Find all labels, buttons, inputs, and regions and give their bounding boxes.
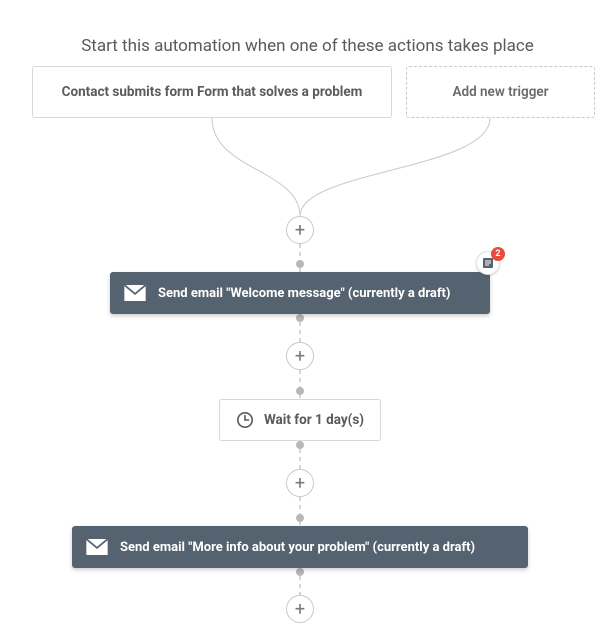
add-step-button[interactable]: + — [286, 342, 314, 370]
plus-icon: + — [295, 346, 305, 367]
trigger-row: Contact submits form Form that solves a … — [32, 66, 595, 118]
connector-dot — [296, 260, 304, 268]
trigger-box[interactable]: Contact submits form Form that solves a … — [32, 66, 392, 118]
plus-icon: + — [295, 599, 305, 620]
automation-canvas: Start this automation when one of these … — [0, 0, 615, 628]
trigger-label: Contact submits form Form that solves a … — [62, 84, 363, 100]
step-label: Send email "More info about your problem… — [120, 540, 475, 555]
connector-dot — [296, 568, 304, 576]
email-icon — [124, 285, 146, 301]
add-trigger-button[interactable]: Add new trigger — [406, 66, 595, 118]
connector-dot — [296, 441, 304, 449]
notes-count: 2 — [491, 247, 505, 261]
step-label: Send email "Welcome message" (currently … — [158, 286, 451, 301]
add-step-button[interactable]: + — [286, 216, 314, 244]
page-title: Start this automation when one of these … — [0, 36, 615, 56]
step-label: Wait for 1 day(s) — [264, 412, 364, 428]
clock-icon — [236, 411, 254, 429]
step-send-email[interactable]: Send email "More info about your problem… — [72, 526, 528, 568]
add-step-button[interactable]: + — [286, 469, 314, 497]
connector-dot — [296, 387, 304, 395]
step-wait[interactable]: Wait for 1 day(s) — [219, 399, 381, 441]
step-send-email[interactable]: Send email "Welcome message" (currently … — [110, 272, 490, 314]
add-trigger-label: Add new trigger — [452, 84, 548, 100]
add-step-button[interactable]: + — [286, 595, 314, 623]
email-icon — [86, 539, 108, 555]
plus-icon: + — [295, 473, 305, 494]
connector-dot — [296, 314, 304, 322]
connector-dot — [296, 514, 304, 522]
plus-icon: + — [295, 220, 305, 241]
